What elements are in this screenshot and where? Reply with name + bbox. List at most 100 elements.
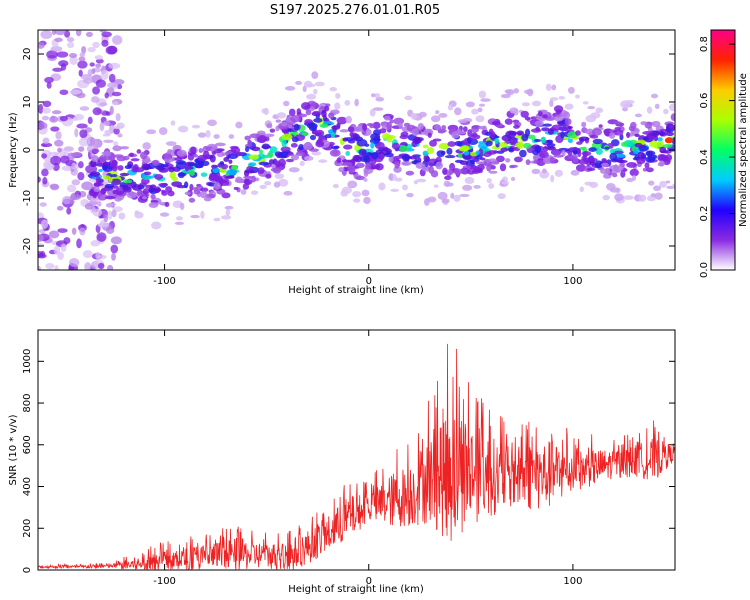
spectrogram-blob <box>216 148 225 152</box>
spectrogram-blob <box>268 159 275 165</box>
spectrogram-blob <box>287 128 293 132</box>
spectrogram-blob <box>343 144 353 150</box>
spectrogram-blob <box>130 158 140 162</box>
spectrogram-blob <box>140 151 148 160</box>
spectrogram-blob <box>653 185 662 192</box>
spectrogram-blob <box>417 122 424 130</box>
snr-y-tick-label: 200 <box>22 519 33 538</box>
spectrogram-blob <box>477 125 486 130</box>
spectrogram-blob <box>361 150 366 156</box>
spectrogram-blob <box>541 109 548 116</box>
spectrogram-blob <box>111 209 117 218</box>
spectrogram-blob <box>102 175 111 180</box>
spectrogram-blob <box>211 164 217 169</box>
spectrogram-blob <box>299 160 305 167</box>
spectrogram-blob <box>220 163 229 170</box>
spectrogram-blob <box>38 176 41 183</box>
spectrogram-blob <box>388 155 394 163</box>
spectrogram-blob <box>575 130 581 136</box>
spectrogram-blob <box>613 150 624 155</box>
spectrogram-blob <box>271 164 276 169</box>
spectrogram-blob <box>617 159 628 164</box>
spectrogram-blob <box>422 144 429 149</box>
spectrogram-blob <box>430 115 441 123</box>
spectrogram-blob <box>158 182 169 187</box>
spectrogram-blob <box>505 158 511 163</box>
spectrogram-blob <box>531 168 541 175</box>
spectrogram-blob <box>364 143 370 147</box>
spectrogram-blob <box>486 164 492 172</box>
spectrogram-blob <box>197 132 207 138</box>
spectrogram-blob <box>215 142 226 147</box>
spectrogram-blob <box>588 147 597 152</box>
spectrogram-blob <box>370 142 375 149</box>
spectrogram-blob <box>61 165 73 171</box>
spectrogram-blob <box>275 160 281 169</box>
spectrogram-blob <box>438 142 450 150</box>
spectrogram-blob <box>576 141 583 145</box>
spectrogram-blob <box>88 137 98 147</box>
spectrogram-blob <box>131 184 143 191</box>
spectrogram-blob <box>228 159 233 164</box>
spectrogram-blob <box>595 148 603 155</box>
spectrogram-blob <box>461 139 469 145</box>
spectrogram-blob <box>97 201 102 207</box>
spectrogram-blob <box>246 166 254 171</box>
spectrogram-blob <box>485 140 493 147</box>
spectrogram-blob <box>656 140 664 148</box>
spectrogram-blob <box>650 93 659 99</box>
spectrogram-blob <box>224 205 234 210</box>
spectrogram-blob <box>174 221 185 225</box>
spectrogram-blob <box>56 51 69 58</box>
spectrogram-blob <box>146 129 157 135</box>
spectrogram-blob <box>541 127 550 132</box>
spectrogram-blob <box>101 31 112 38</box>
spectrogram-blob <box>174 157 183 162</box>
spectrogram-blob <box>283 190 293 196</box>
spectrogram-blob <box>480 98 491 102</box>
spectrogram-blob <box>453 194 461 202</box>
spectrogram-y-tick-label: -20 <box>22 238 33 254</box>
spectrogram-blob <box>305 109 312 116</box>
spectrogram-blob <box>89 171 101 177</box>
spectrogram-blob <box>100 70 109 80</box>
spectrogram-blob <box>409 155 417 160</box>
spectrogram-blob <box>231 165 239 171</box>
spectrogram-blob <box>427 196 437 203</box>
spectrogram-blob <box>494 137 500 145</box>
spectrogram-blob <box>654 103 660 110</box>
spectrogram-blob <box>582 101 589 105</box>
spectrogram-blob <box>276 112 287 119</box>
spectrogram-blob <box>63 237 71 245</box>
spectrogram-blob <box>38 42 45 49</box>
spectrogram-blob <box>410 112 418 120</box>
spectrogram-blob <box>295 151 306 156</box>
spectrogram-blob <box>87 116 93 125</box>
spectrogram-blob <box>491 121 501 126</box>
spectrogram-blob <box>546 139 554 144</box>
spectrogram-blob <box>609 187 620 193</box>
spectrogram-y-label: Frequency (Hz) <box>8 112 19 188</box>
spectrogram-blob <box>97 222 109 228</box>
spectrogram-blob <box>567 138 574 143</box>
spectrogram-blob <box>509 107 519 114</box>
spectrogram-blob <box>614 126 621 131</box>
spectrogram-blob <box>129 152 135 157</box>
spectrogram-blob <box>428 162 435 167</box>
spectrogram-x-ticks: -100 0 100 <box>153 30 582 287</box>
spectrogram-blob <box>378 182 386 191</box>
snr-y-ticks: 0 200 400 600 800 1000 <box>22 349 675 573</box>
spectrogram-blob <box>38 233 44 243</box>
spectrogram-blob <box>594 160 604 169</box>
spectrogram-blob <box>323 120 333 125</box>
spectrogram-blob <box>113 127 120 135</box>
spectrogram-blob <box>507 147 514 151</box>
spectrogram-blob <box>98 168 103 173</box>
spectrogram-blob <box>314 81 325 87</box>
spectrogram-blob <box>93 186 100 193</box>
spectrogram-blob <box>404 95 413 101</box>
spectrogram-blob <box>477 107 483 113</box>
snr-background <box>38 330 675 570</box>
spectrogram-blob <box>216 175 223 181</box>
spectrogram-blob <box>585 115 597 123</box>
